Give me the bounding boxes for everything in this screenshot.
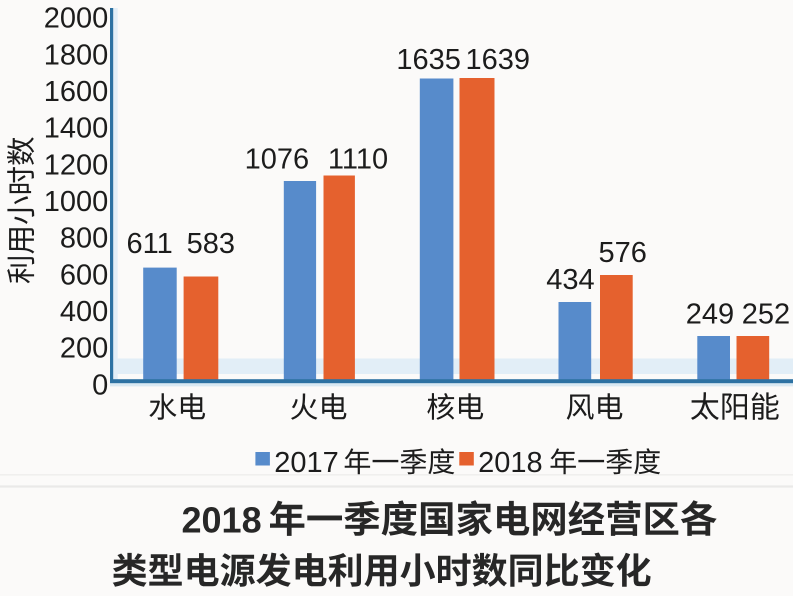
svg-text:1800: 1800	[44, 39, 109, 71]
svg-text:576: 576	[599, 237, 647, 269]
svg-text:1200: 1200	[44, 149, 109, 181]
svg-text:1400: 1400	[44, 113, 109, 145]
svg-text:600: 600	[60, 259, 108, 291]
svg-text:583: 583	[187, 228, 235, 260]
svg-text:1635: 1635	[396, 44, 461, 76]
svg-text:800: 800	[60, 223, 108, 255]
svg-text:1639: 1639	[466, 44, 531, 76]
svg-text:252: 252	[742, 299, 790, 331]
svg-text:2018: 2018	[182, 500, 262, 541]
svg-text:2000: 2000	[44, 3, 109, 35]
svg-text:1076: 1076	[245, 143, 310, 175]
svg-text:1000: 1000	[44, 186, 109, 218]
svg-text:1600: 1600	[44, 76, 109, 108]
svg-text:1110: 1110	[328, 143, 388, 175]
svg-text:2017: 2017	[274, 447, 339, 479]
svg-text:249: 249	[686, 299, 734, 331]
svg-text:400: 400	[60, 296, 108, 328]
svg-text:200: 200	[60, 333, 108, 365]
svg-text:434: 434	[546, 264, 594, 296]
svg-text:611: 611	[126, 228, 172, 260]
svg-text:2018: 2018	[478, 447, 543, 479]
svg-text:0: 0	[92, 369, 108, 401]
